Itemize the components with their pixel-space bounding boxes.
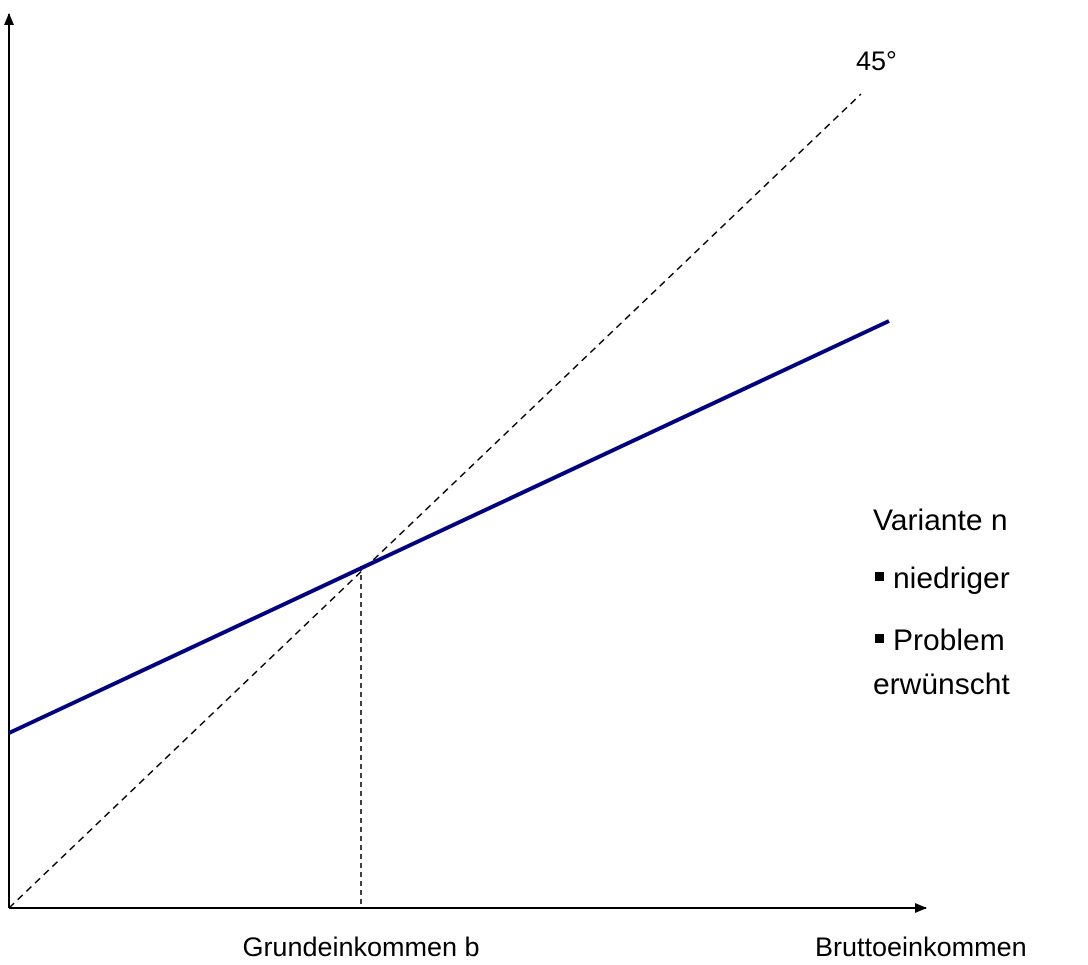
bullet	[875, 572, 884, 581]
bullet	[875, 634, 884, 643]
continuation: erwünscht	[873, 668, 1010, 701]
x-axis-label: Bruttoeinkommen	[815, 932, 1027, 962]
bullet-text: niedriger	[893, 562, 1010, 595]
diagonal-45	[8, 93, 862, 909]
bullet-text: Problem	[893, 624, 1005, 657]
marker-label: Grundeinkommen b	[242, 932, 479, 962]
heading: Variante n	[873, 504, 1008, 537]
angle-label: 45°	[856, 46, 897, 76]
income-line	[8, 319, 890, 735]
